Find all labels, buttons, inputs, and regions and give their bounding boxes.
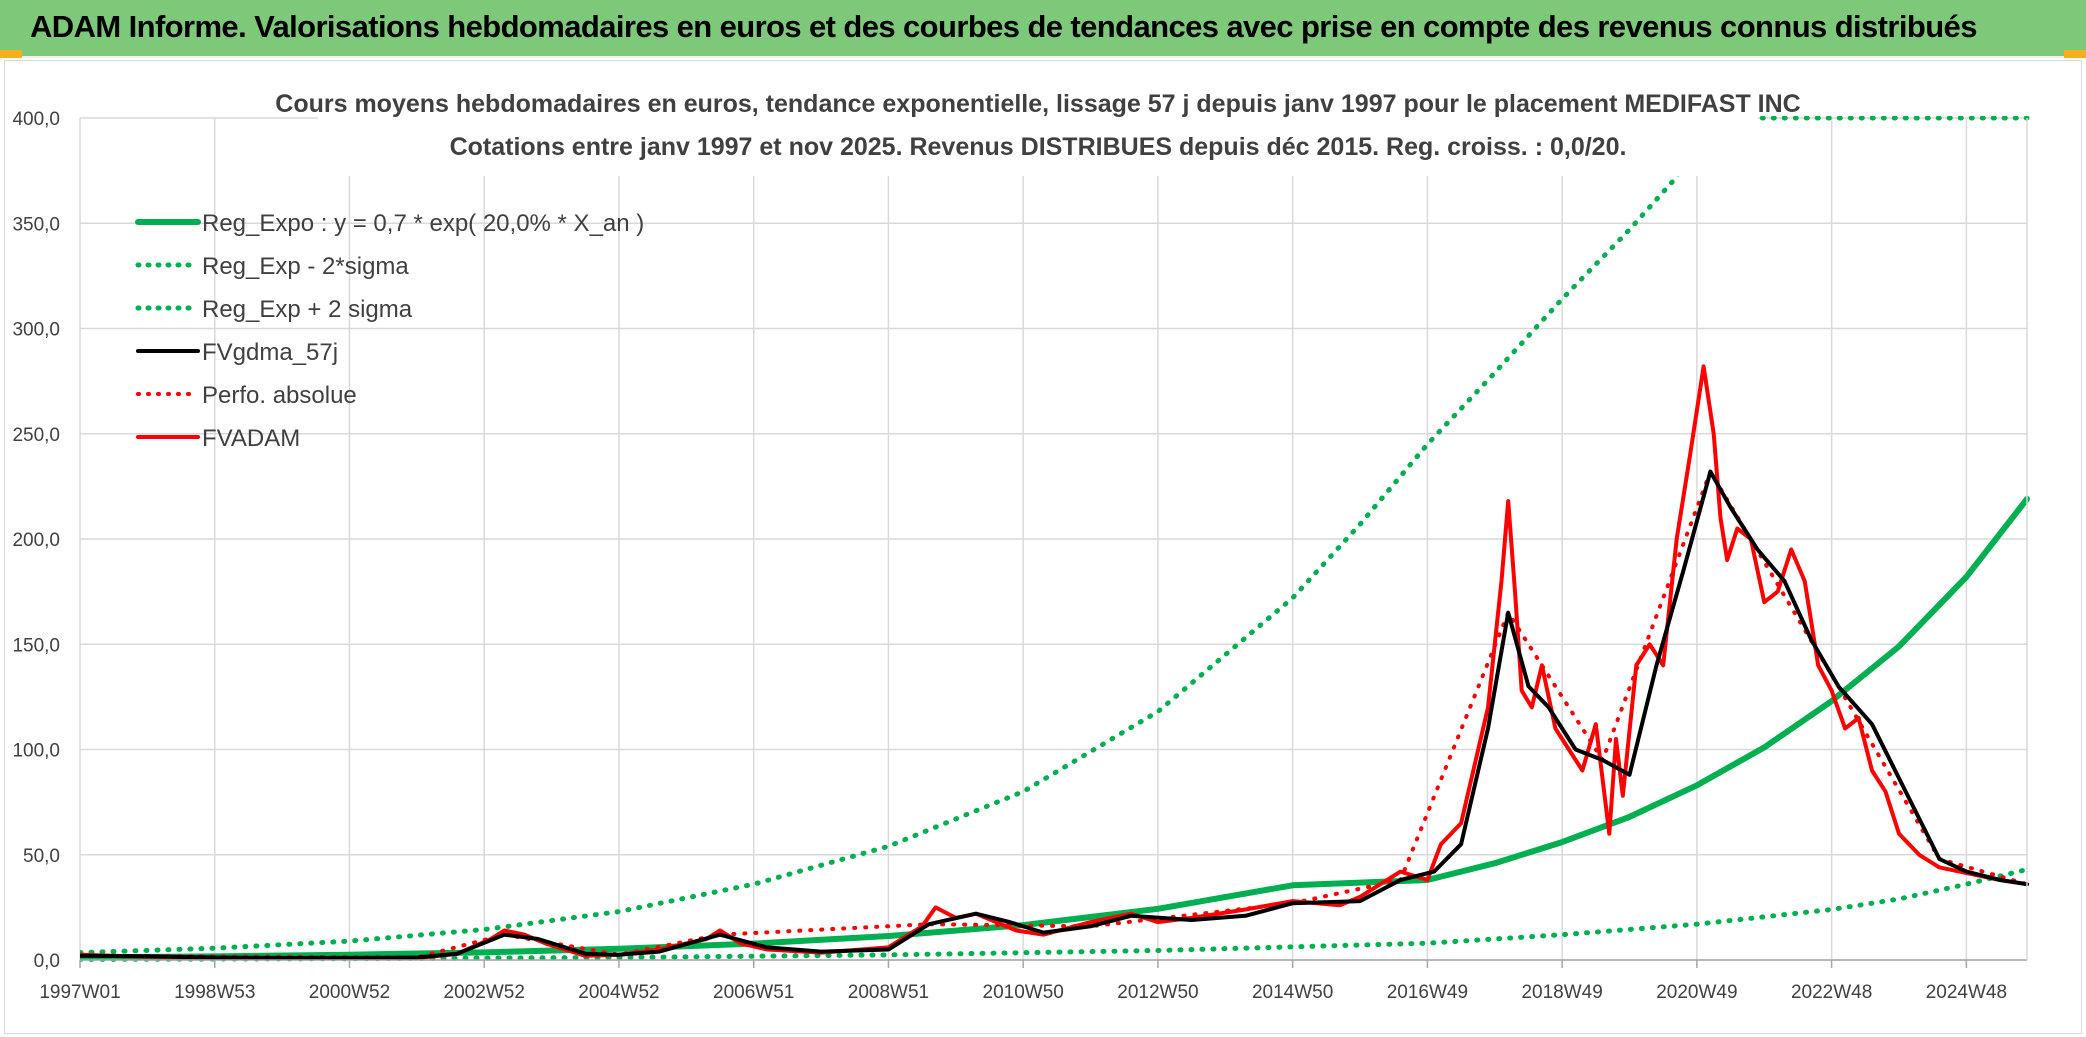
x-tick-label: 2024W48 [1926, 982, 2007, 1003]
header-corner-right [2064, 50, 2086, 58]
x-tick-label: 1998W53 [174, 982, 255, 1003]
x-tick-label: 2016W49 [1387, 982, 1468, 1003]
chart-area [4, 60, 2082, 1034]
page-title: ADAM Informe. Valorisations hebdomadaire… [30, 9, 1977, 44]
x-tick-label: 2010W50 [983, 982, 1064, 1003]
x-tick-label: 1997W01 [39, 982, 120, 1003]
x-tick-label: 2018W49 [1521, 982, 1602, 1003]
x-tick-label: 2022W48 [1791, 982, 1872, 1003]
series-lines [80, 116, 2030, 962]
series-line-5 [80, 364, 2029, 961]
y-tick-label: 250,0 [12, 425, 60, 446]
x-tick-label: 2012W50 [1117, 982, 1198, 1003]
x-tick-label: 2002W52 [444, 982, 525, 1003]
x-tick-label: 2004W52 [578, 982, 659, 1003]
chart-title-line2: Cotations entre janv 1997 et nov 2025. R… [450, 133, 1627, 161]
series-line-0 [80, 496, 2030, 961]
legend-label: FVADAM [202, 425, 300, 452]
chart-title-line1: Cours moyens hebdomadaires en euros, ten… [275, 90, 1800, 118]
y-tick-label: 200,0 [12, 530, 60, 551]
series-line-1 [80, 867, 2030, 962]
y-tick-label: 150,0 [12, 635, 60, 656]
x-tick-label: 2006W51 [713, 982, 794, 1003]
legend-label: FVgdma_57j [202, 339, 338, 366]
x-tick-label: 2014W50 [1252, 982, 1333, 1003]
series-line-2 [80, 116, 2030, 956]
series-line-3 [80, 469, 2029, 960]
legend-label: Reg_Exp + 2 sigma [202, 296, 413, 323]
y-tick-label: 0,0 [34, 951, 60, 972]
x-tick-label: 2000W52 [309, 982, 390, 1003]
y-tick-label: 400,0 [12, 109, 60, 130]
header-bar: ADAM Informe. Valorisations hebdomadaire… [0, 0, 2086, 58]
legend: Reg_Expo : y = 0,7 * exp( 20,0% * X_an )… [135, 210, 644, 452]
y-tick-label: 50,0 [23, 846, 60, 867]
legend-label: Reg_Exp - 2*sigma [202, 253, 409, 280]
header-corner-left [0, 50, 22, 58]
grid-lines [79, 117, 2027, 961]
y-tick-label: 100,0 [12, 741, 60, 762]
legend-label: Perfo. absolue [202, 382, 357, 409]
chart-title-block: Cours moyens hebdomadaires en euros, ten… [275, 84, 1801, 176]
x-tick-label: 2008W51 [848, 982, 929, 1003]
series-line-4 [80, 469, 2029, 960]
x-tick-label: 2020W49 [1656, 982, 1737, 1003]
legend-label: Reg_Expo : y = 0,7 * exp( 20,0% * X_an ) [202, 210, 644, 237]
y-tick-label: 300,0 [12, 320, 60, 341]
axes: 0,0 50,0 100,0 150,0 200,0 250,0 300,0 350,0 400… [12, 109, 2028, 1003]
y-tick-label: 350,0 [12, 214, 60, 235]
title-background [318, 84, 1758, 176]
